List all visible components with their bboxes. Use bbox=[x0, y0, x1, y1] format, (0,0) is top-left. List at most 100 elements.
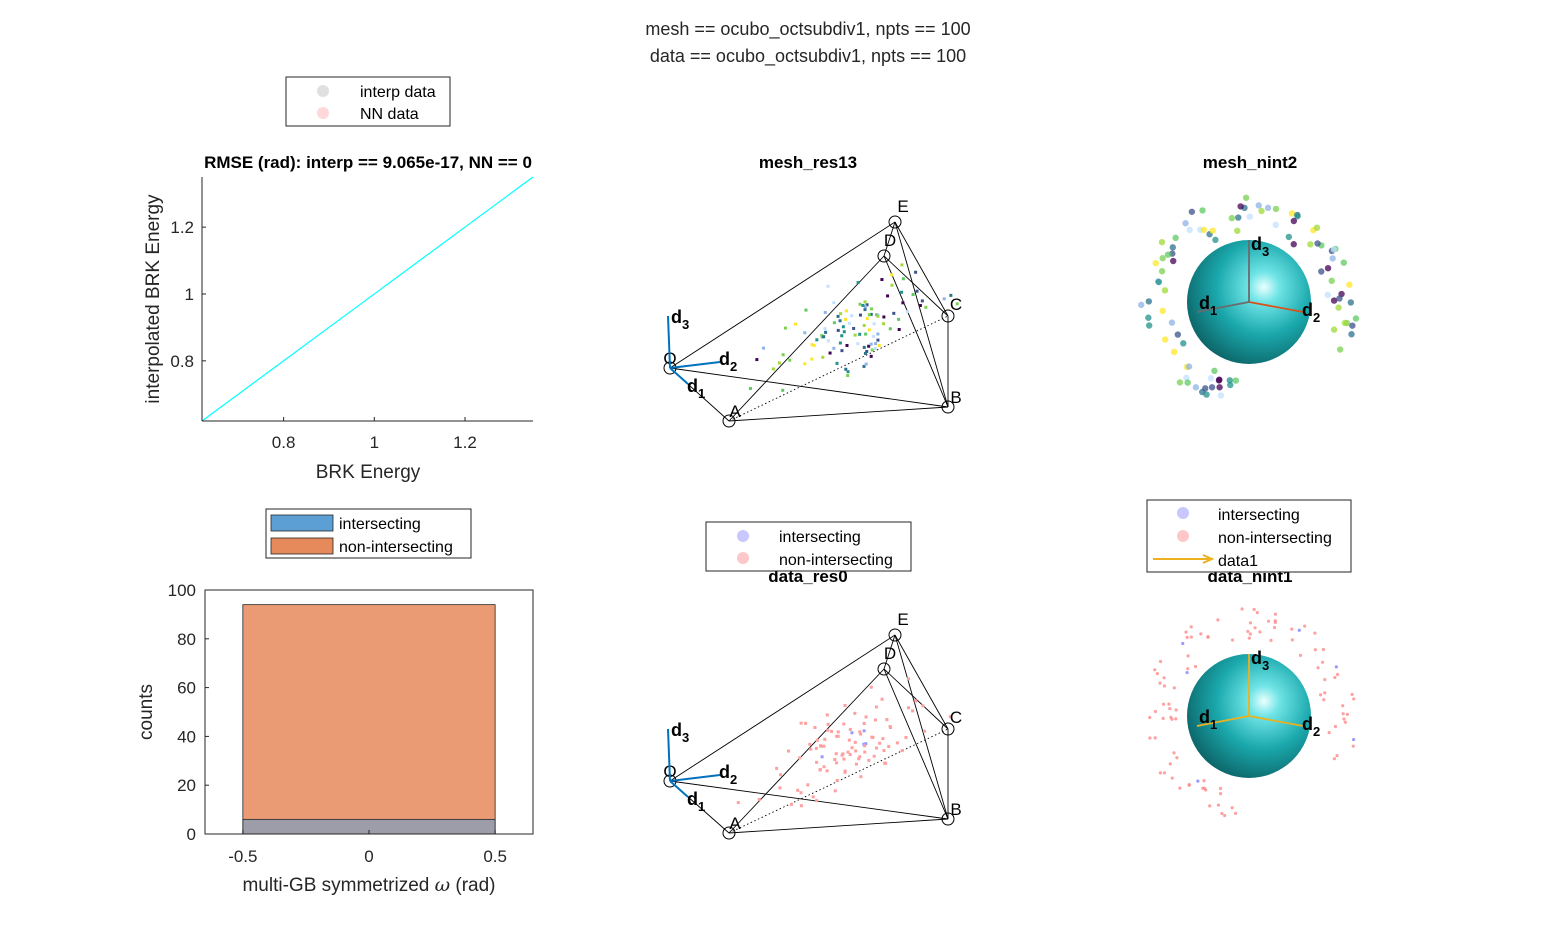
sample-point bbox=[806, 783, 810, 787]
sample-point bbox=[1174, 717, 1178, 721]
vertex-marker bbox=[941, 309, 955, 323]
sample-point bbox=[942, 297, 946, 301]
sample-point bbox=[799, 804, 803, 808]
sample-point bbox=[1348, 331, 1355, 338]
sample-point bbox=[1161, 716, 1165, 720]
sample-point bbox=[833, 758, 837, 762]
sample-point bbox=[1329, 255, 1336, 262]
sample-point bbox=[1193, 664, 1198, 669]
basis-arrow bbox=[1196, 715, 1250, 727]
basis-label: d2 bbox=[719, 349, 737, 374]
sample-point bbox=[823, 327, 827, 331]
mesh-res-title: mesh_res13 bbox=[759, 153, 857, 172]
histogram-ytick-label: 60 bbox=[177, 679, 196, 698]
sample-point bbox=[872, 754, 876, 758]
legend-marker-nn bbox=[317, 107, 329, 119]
sample-point bbox=[862, 729, 866, 733]
data-res-drawing: OABCDEd1d2d3 bbox=[663, 610, 962, 840]
sample-point bbox=[1346, 281, 1353, 288]
sample-point bbox=[1230, 806, 1234, 810]
sample-point bbox=[924, 305, 928, 309]
sample-point bbox=[920, 299, 924, 303]
vertex-marker bbox=[877, 249, 891, 263]
histogram-axes-box bbox=[204, 589, 534, 835]
sample-point bbox=[1174, 331, 1182, 338]
sample-point bbox=[1169, 715, 1173, 719]
sample-point bbox=[858, 313, 862, 317]
sample-point bbox=[771, 367, 775, 371]
mesh-nint-title: mesh_nint2 bbox=[1203, 153, 1297, 172]
parity-title: RMSE (rad): interp == 9.065e-17, NN == 0 bbox=[204, 153, 532, 172]
sample-point bbox=[886, 294, 890, 298]
basis-arrow bbox=[669, 361, 721, 369]
parity-xtick-label: 1 bbox=[370, 433, 379, 452]
sample-point bbox=[1186, 226, 1193, 234]
sample-point bbox=[1335, 304, 1342, 311]
polytope-edge bbox=[883, 255, 949, 408]
sample-point bbox=[847, 321, 851, 325]
sample-point bbox=[815, 338, 819, 342]
sample-point bbox=[781, 353, 785, 357]
sample-point bbox=[869, 685, 873, 689]
sample-point bbox=[812, 344, 816, 348]
sample-point bbox=[1158, 681, 1162, 685]
sample-point bbox=[856, 281, 860, 285]
histogram-ytick-label: 100 bbox=[168, 581, 196, 600]
sample-point bbox=[867, 313, 871, 317]
sample-point bbox=[1321, 660, 1325, 664]
sample-point bbox=[858, 755, 862, 759]
sample-point bbox=[901, 301, 905, 305]
sample-point bbox=[1170, 257, 1177, 265]
sample-point bbox=[841, 752, 845, 756]
sample-point bbox=[840, 349, 844, 353]
vertex-label: E bbox=[897, 610, 908, 629]
sample-point bbox=[1255, 610, 1259, 615]
polytope-edge bbox=[728, 406, 949, 422]
parity-ylabel: interpolated BRK Energy bbox=[143, 194, 164, 404]
vertex-label: C bbox=[950, 295, 962, 314]
sample-point bbox=[1318, 268, 1325, 275]
sample-point bbox=[1352, 737, 1356, 742]
sample-point bbox=[1155, 278, 1163, 286]
sample-point bbox=[836, 730, 840, 734]
sample-point bbox=[874, 342, 878, 346]
sample-point bbox=[869, 312, 873, 316]
sample-point bbox=[1248, 621, 1253, 625]
sample-point bbox=[1340, 259, 1348, 266]
sample-point bbox=[820, 755, 824, 759]
sample-point bbox=[863, 300, 867, 304]
sample-point bbox=[895, 741, 899, 745]
sample-point bbox=[848, 752, 852, 756]
sample-point bbox=[836, 314, 840, 318]
sample-point bbox=[1246, 629, 1250, 634]
sample-point bbox=[839, 312, 843, 316]
sample-point bbox=[859, 775, 863, 779]
sample-point bbox=[853, 711, 857, 715]
vertex-label: D bbox=[884, 644, 896, 663]
sample-point bbox=[1273, 612, 1278, 616]
sample-point bbox=[804, 721, 808, 725]
sample-point bbox=[821, 355, 825, 359]
sample-point bbox=[875, 746, 879, 750]
sample-point bbox=[822, 765, 826, 769]
data-res-panel: data_res0 OABCDEd1d2d3 intersecting non-… bbox=[663, 521, 962, 840]
sample-point bbox=[863, 308, 867, 312]
sample-point bbox=[832, 321, 836, 325]
sample-point bbox=[843, 703, 847, 707]
sample-point bbox=[1188, 208, 1196, 215]
sample-point bbox=[1330, 326, 1338, 333]
sample-point bbox=[1223, 813, 1227, 818]
sample-point bbox=[781, 388, 785, 392]
sample-point bbox=[1161, 702, 1166, 706]
basis-label: d2 bbox=[719, 762, 737, 787]
sample-point bbox=[789, 802, 793, 806]
vertex-label: A bbox=[729, 814, 741, 833]
sample-point bbox=[1218, 786, 1223, 791]
sample-point bbox=[863, 744, 867, 748]
sample-point bbox=[890, 283, 894, 287]
vertex-marker bbox=[888, 215, 902, 229]
sample-point bbox=[888, 327, 892, 331]
sample-point bbox=[1215, 377, 1223, 384]
sample-point bbox=[892, 311, 896, 315]
legend-marker-intersecting bbox=[737, 530, 749, 542]
